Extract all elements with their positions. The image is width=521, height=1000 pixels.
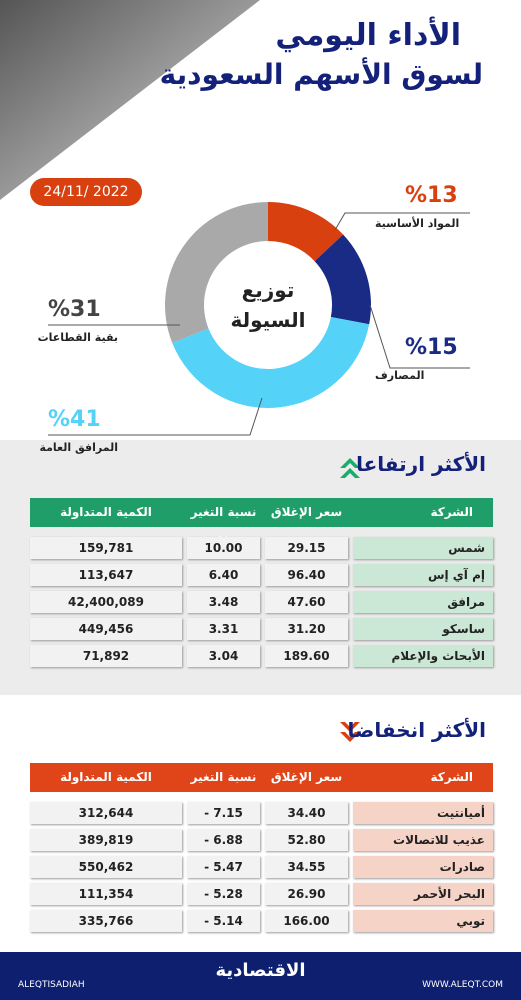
table-cell: 6.40 — [187, 564, 260, 586]
donut-center: توزيع — [241, 278, 295, 302]
title-line: لسوق الأسهم السعودية — [159, 58, 483, 91]
table-cell: 47.60 — [265, 591, 348, 613]
segment-value: %15 — [405, 335, 458, 360]
donut-segment — [314, 234, 371, 325]
segment-name: بقية القطاعات — [37, 331, 118, 344]
table-cell: 3.04 — [187, 645, 260, 667]
table-cell: شمس — [353, 537, 493, 559]
table-cell: ساسكو — [353, 618, 493, 640]
donut-segment — [268, 202, 344, 262]
up-arrow — [340, 468, 360, 478]
column-header: الكمية المتداولة — [60, 770, 152, 784]
table-cell: 29.15 — [265, 537, 348, 559]
table-cell: 159,781 — [30, 537, 182, 559]
table-cell: 10.00 — [187, 537, 260, 559]
table-cell: 96.40 — [265, 564, 348, 586]
table-cell: 31.20 — [265, 618, 348, 640]
leader-line — [48, 397, 263, 436]
segment-value: %31 — [48, 297, 101, 322]
table-cell: 166.00 — [265, 910, 348, 932]
table-cell: 389,819 — [30, 829, 182, 851]
table-header — [30, 498, 493, 527]
segment-name: المرافق العامة — [39, 441, 118, 454]
date-pill — [30, 178, 142, 206]
column-header: الشركة — [430, 770, 473, 784]
down-arrow — [340, 732, 360, 742]
table-cell: إم آي إس — [353, 564, 493, 586]
segment-name: المصارف — [375, 369, 425, 382]
table-cell: أميانتيت — [353, 802, 493, 824]
footer-handle: ALEQTISADIAH — [18, 980, 85, 990]
footer-site: WWW.ALEQT.COM — [422, 980, 503, 990]
date: 24/11/ 2022 — [43, 184, 129, 200]
table-cell: مرافق — [353, 591, 493, 613]
table-cell: - 7.15 — [187, 802, 260, 824]
leader-line — [369, 304, 470, 369]
table-cell: 71,892 — [30, 645, 182, 667]
table-cell: - 5.47 — [187, 856, 260, 878]
table-cell: 111,354 — [30, 883, 182, 905]
title-line: الأداء اليومي — [275, 18, 461, 53]
table-header — [30, 763, 493, 792]
table-cell: 42,400,089 — [30, 591, 182, 613]
section-title: الأكثر انخفاضا — [347, 718, 486, 742]
segment-value: %13 — [405, 183, 458, 208]
table-cell: 449,456 — [30, 618, 182, 640]
table-cell: - 6.88 — [187, 829, 260, 851]
table-cell: توبي — [353, 910, 493, 932]
table-cell: 312,644 — [30, 802, 182, 824]
column-header: سعر الإغلاق — [270, 770, 343, 784]
footer-band — [0, 952, 521, 1000]
table-cell: 550,462 — [30, 856, 182, 878]
table-cell: - 5.28 — [187, 883, 260, 905]
table-cell: الأبحاث والإعلام — [353, 645, 493, 667]
table-cell: 113,647 — [30, 564, 182, 586]
column-header: الكمية المتداولة — [60, 505, 152, 519]
column-header: الشركة — [430, 505, 473, 519]
table-cell: 34.55 — [265, 856, 348, 878]
table-cell: 189.60 — [265, 645, 348, 667]
table-cell: 3.48 — [187, 591, 260, 613]
section-title: الأكثر ارتفاعا — [356, 452, 486, 476]
table-cell: البحر الأحمر — [353, 883, 493, 905]
table-cell: 335,766 — [30, 910, 182, 932]
table-cell: 52.80 — [265, 829, 348, 851]
segment-value: %41 — [48, 407, 101, 432]
donut-center: السيولة — [230, 308, 306, 332]
up-arrow — [340, 458, 360, 468]
table-cell: 3.31 — [187, 618, 260, 640]
footer-brand: الاقتصادية — [215, 960, 306, 981]
segment-name: المواد الأساسية — [375, 217, 460, 230]
donut — [48, 202, 470, 436]
down-arrow — [340, 722, 360, 732]
table-cell: 26.90 — [265, 883, 348, 905]
leader-line — [334, 212, 470, 231]
column-header: سعر الإغلاق — [270, 505, 343, 519]
table-cell: - 5.14 — [187, 910, 260, 932]
header-shape — [0, 0, 260, 200]
table-cell: صادرات — [353, 856, 493, 878]
donut-segment — [164, 202, 268, 343]
table-cell: 34.40 — [265, 802, 348, 824]
donut-segment — [172, 316, 370, 409]
table-cell: عذيب للاتصالات — [353, 829, 493, 851]
